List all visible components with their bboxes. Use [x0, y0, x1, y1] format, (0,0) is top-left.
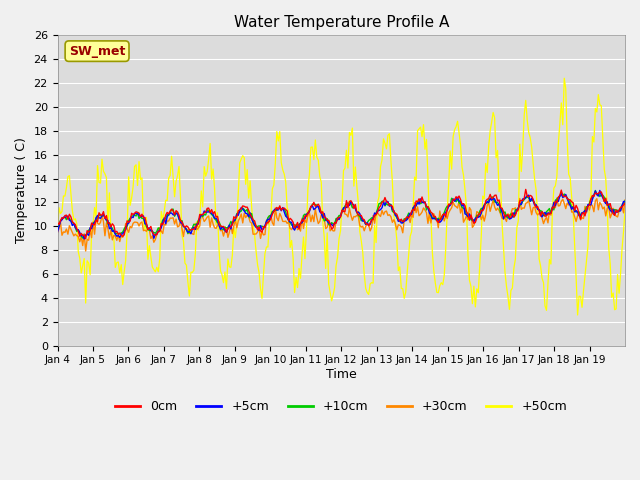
X-axis label: Time: Time — [326, 368, 356, 381]
Text: SW_met: SW_met — [69, 45, 125, 58]
Title: Water Temperature Profile A: Water Temperature Profile A — [234, 15, 449, 30]
Legend: 0cm, +5cm, +10cm, +30cm, +50cm: 0cm, +5cm, +10cm, +30cm, +50cm — [110, 396, 572, 418]
Y-axis label: Temperature ( C): Temperature ( C) — [15, 138, 28, 243]
